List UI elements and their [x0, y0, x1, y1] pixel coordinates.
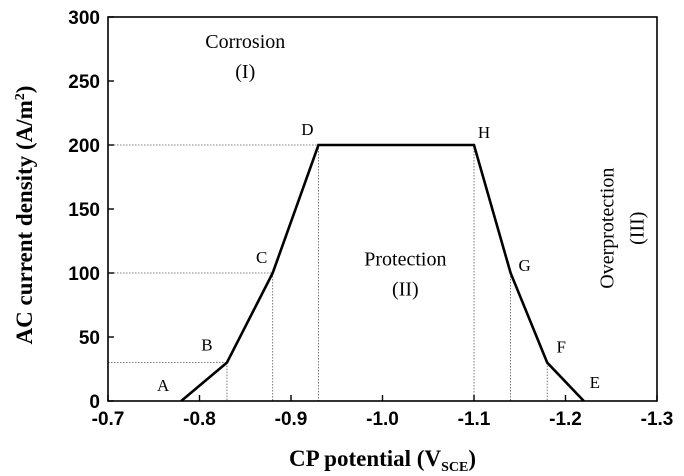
- region-numeral: (III): [627, 212, 649, 245]
- y-tick-label: 100: [68, 264, 100, 285]
- region-corrosion: Corrosion (I): [205, 31, 285, 83]
- x-tick-label: -0.7: [92, 409, 125, 430]
- point-labels: A B C D H G F E: [157, 120, 600, 395]
- y-tick-label: 150: [68, 200, 100, 221]
- point-label-f: F: [556, 338, 565, 357]
- region-labels: Corrosion (I) Protection (II) Overprotection…: [205, 31, 648, 301]
- region-name: Corrosion: [205, 31, 285, 53]
- boundary-curve: [180, 143, 585, 402]
- y-tick-label: 0: [89, 392, 100, 413]
- x-tick-label: -0.8: [183, 409, 216, 430]
- x-tick-label: -0.9: [275, 409, 308, 430]
- y-tick-label: 50: [79, 328, 100, 349]
- region-numeral: (I): [235, 61, 255, 83]
- x-tick-label: -1.0: [366, 409, 399, 430]
- region-overprotection: Overprotection (III): [597, 168, 649, 289]
- point-label-a: A: [157, 376, 170, 395]
- y-tick-label: 300: [68, 8, 100, 29]
- point-label-d: D: [301, 120, 313, 139]
- x-tick-label: -1.1: [458, 409, 491, 430]
- plot-frame: [107, 16, 658, 402]
- point-label-e: E: [590, 373, 600, 392]
- point-label-b: B: [201, 336, 212, 355]
- x-axis-title: CP potential (VSCE): [289, 446, 476, 475]
- y-tick-label: 200: [68, 136, 100, 157]
- y-tick-label: 250: [68, 72, 100, 93]
- x-tick-label: -1.3: [641, 409, 674, 430]
- guide-lines: [108, 144, 548, 401]
- x-tick-label: -1.2: [549, 409, 582, 430]
- point-label-h: H: [478, 123, 490, 142]
- y-axis-title: AC current density (A/m2): [12, 86, 37, 345]
- region-name: Overprotection: [597, 168, 619, 289]
- ticks: -0.7 -0.8 -0.9 -1.0 -1.1 -1.2 -1.3 0 50 100 150 200…: [68, 8, 673, 430]
- region-protection: Protection (II): [364, 248, 446, 300]
- region-numeral: (II): [392, 278, 419, 300]
- point-label-g: G: [518, 256, 530, 275]
- region-name: Protection: [364, 248, 446, 270]
- point-label-c: C: [256, 248, 267, 267]
